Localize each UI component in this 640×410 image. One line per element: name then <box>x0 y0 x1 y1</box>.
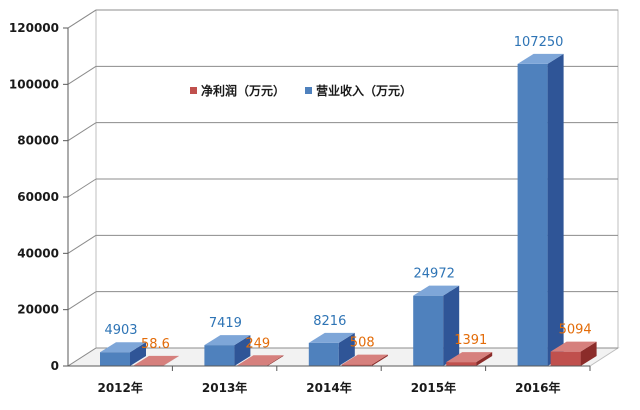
profit-bar <box>550 341 597 366</box>
revenue-bar <box>413 285 460 366</box>
gridline-diagonal <box>67 9 97 29</box>
revenue-data-label: 24972 <box>414 267 455 282</box>
revenue-data-label: 4903 <box>104 323 137 338</box>
revenue-bar-top <box>100 342 146 353</box>
profit-bar-top <box>341 354 388 365</box>
profit-bar-top <box>133 355 179 366</box>
y-tick-label: 120000 <box>9 21 59 35</box>
revenue-bar-top <box>204 335 251 346</box>
revenue-bar-front <box>517 63 548 366</box>
profit-bar-side <box>476 352 493 366</box>
gridline-diagonal <box>67 65 97 85</box>
revenue-bar-front <box>413 295 444 366</box>
x-tick-label: 2014年 <box>306 380 351 395</box>
revenue-bar <box>517 53 564 366</box>
profit-bar-front <box>341 364 372 366</box>
revenue-data-label: 107250 <box>514 35 564 50</box>
x-tick-label: 2016年 <box>515 380 560 395</box>
gridline-diagonal <box>67 291 97 311</box>
profit-bar-side <box>371 354 388 366</box>
revenue-bar <box>308 332 355 366</box>
x-tick-label: 2012年 <box>97 380 142 395</box>
legend-swatch-revenue <box>305 87 312 94</box>
gridline-diagonal <box>67 122 97 142</box>
profit-bar-top <box>446 352 493 363</box>
profit-bar-top <box>550 341 597 352</box>
revenue-bar-side <box>443 285 460 366</box>
profit-bar-front <box>550 351 581 366</box>
gridline-diagonal <box>67 347 97 367</box>
legend: 净利润（万元） 营业收入（万元） <box>190 83 412 98</box>
y-tick-label: 0 <box>51 359 59 373</box>
revenue-bar-front <box>308 342 339 366</box>
revenue-data-label: 8216 <box>313 314 346 329</box>
profit-bar-side <box>267 355 284 366</box>
revenue-bar-top <box>517 53 564 64</box>
legend-swatch-profit <box>190 87 197 94</box>
revenue-bar <box>204 335 251 366</box>
revenue-bar <box>100 342 146 366</box>
profit-bar-side <box>580 341 597 366</box>
legend-label-revenue: 营业收入（万元） <box>316 83 412 98</box>
revenue-bar-side <box>234 335 251 366</box>
y-tick-label: 80000 <box>17 134 59 148</box>
revenue-bar-front <box>100 352 130 366</box>
y-tick-label: 20000 <box>17 303 59 317</box>
revenue-bar-side <box>338 332 355 366</box>
gridline-diagonal <box>67 178 97 198</box>
revenue-bar-top <box>413 285 460 296</box>
profit-data-label: 249 <box>245 336 270 351</box>
profit-data-label: 5094 <box>559 323 592 338</box>
profit-bar-side <box>163 355 179 366</box>
profit-data-label: 1391 <box>454 333 487 348</box>
revenue-data-label: 7419 <box>209 316 242 331</box>
x-tick-label: 2015年 <box>411 380 456 395</box>
gridline-diagonal <box>67 234 97 254</box>
profit-bar-top <box>237 355 284 366</box>
profit-data-label: 508 <box>350 336 375 351</box>
x-tick-label: 2013年 <box>202 380 247 395</box>
revenue-bar-side <box>130 342 146 366</box>
bars <box>100 53 597 367</box>
revenue-bar-front <box>204 345 235 366</box>
revenue-bar-side <box>547 53 564 366</box>
y-tick-label: 60000 <box>17 190 59 204</box>
profit-bar-front <box>446 362 477 366</box>
y-tick-label: 40000 <box>17 246 59 260</box>
axes: 0 20000 40000 60000 80000 100000 120000 2012年 20… <box>9 21 591 395</box>
profit-bar <box>341 354 388 366</box>
profit-bar <box>446 352 493 366</box>
revenue-bar-top <box>308 332 355 343</box>
legend-label-profit: 净利润（万元） <box>201 83 285 98</box>
profit-data-label: 58.6 <box>141 337 170 352</box>
y-tick-label: 100000 <box>9 77 59 91</box>
